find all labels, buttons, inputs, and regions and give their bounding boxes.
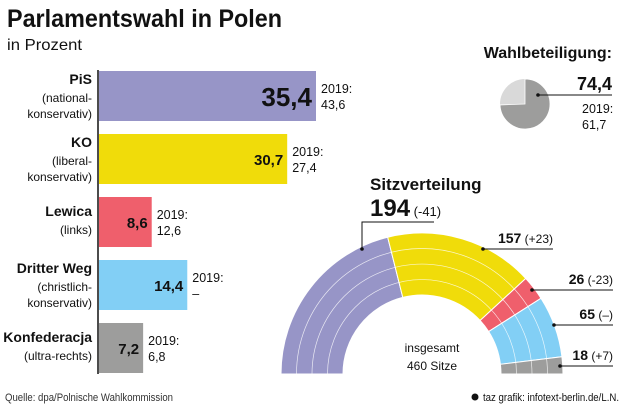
paw-icon xyxy=(471,393,479,401)
previous-value: 12,6 xyxy=(157,224,181,238)
category-description: (national- xyxy=(42,91,92,105)
seat-leader-dot xyxy=(558,364,562,368)
previous-label: 2019: xyxy=(321,82,352,96)
turnout-value: 74,4 xyxy=(577,74,612,94)
seat-value-label: 194 (-41) xyxy=(370,195,441,222)
previous-value: 43,6 xyxy=(321,98,345,112)
chart-subtitle: in Prozent xyxy=(7,37,83,54)
seat-count: 18 xyxy=(572,347,588,363)
previous-value: 6,8 xyxy=(148,350,165,364)
turnout-pie-slice xyxy=(499,78,551,130)
bar-value-label: 35,4 xyxy=(261,82,312,112)
seat-segment-0 xyxy=(280,236,404,375)
turnout-previous-label: 2019: xyxy=(582,102,613,116)
seat-change: (-41) xyxy=(410,204,441,219)
seat-change: (–) xyxy=(595,308,613,322)
source-note: Quelle: dpa/Polnische Wahlkommission xyxy=(5,392,173,404)
seat-value-label: 65 (–) xyxy=(579,306,613,322)
category-description: konservativ) xyxy=(27,107,92,121)
category-label: PiS xyxy=(69,71,92,87)
seat-count: 194 xyxy=(370,195,411,222)
bar-value-label: 30,7 xyxy=(254,152,283,169)
seats-total-value: 460 Sitze xyxy=(407,359,457,373)
category-description: (links) xyxy=(60,223,92,237)
seats-total-label: insgesamt xyxy=(405,341,460,355)
previous-label: 2019: xyxy=(157,208,188,222)
previous-value: 27,4 xyxy=(292,161,316,175)
seat-change: (-23) xyxy=(584,273,613,287)
bar-value-label: 8,6 xyxy=(127,215,148,232)
category-description: (christlich- xyxy=(37,280,92,294)
seat-value-label: 157 (+23) xyxy=(498,230,553,246)
bar-4 xyxy=(99,323,144,373)
previous-label: 2019: xyxy=(292,145,323,159)
seat-value-label: 18 (+7) xyxy=(572,347,613,363)
seat-count: 26 xyxy=(569,271,585,287)
chart-title: Parlamentswahl in Polen xyxy=(7,5,282,33)
bar-0 xyxy=(99,71,317,121)
seat-value-label: 26 (-23) xyxy=(569,271,613,287)
seat-change: (+7) xyxy=(588,349,613,363)
seat-change: (+23) xyxy=(521,232,553,246)
category-label: Konfederacja xyxy=(3,329,92,345)
bar-value-label: 14,4 xyxy=(154,278,184,295)
category-label: Lewica xyxy=(45,203,92,219)
seat-leader-dot xyxy=(552,323,556,327)
bar-2 xyxy=(99,197,152,247)
category-label: KO xyxy=(71,134,92,150)
bar-value-label: 7,2 xyxy=(118,341,139,358)
previous-label: 2019: xyxy=(148,334,179,348)
previous-label: 2019: xyxy=(192,271,223,285)
seats-title: Sitzverteilung xyxy=(370,175,481,194)
credit-note: taz grafik: infotext-berlin.de/L.N. xyxy=(483,392,619,404)
seat-ring-line xyxy=(311,263,533,375)
seat-leader-line xyxy=(361,221,434,249)
turnout-previous-value: 61,7 xyxy=(582,118,606,132)
previous-value: – xyxy=(192,287,199,301)
seat-ring-line xyxy=(327,279,517,375)
turnout-title: Wahlbeteiligung: xyxy=(484,45,612,62)
bar-3 xyxy=(99,260,188,310)
seat-leader-dot xyxy=(481,247,485,251)
category-label: Dritter Weg xyxy=(17,260,92,276)
seat-count: 157 xyxy=(498,230,522,246)
category-description: konservativ) xyxy=(27,296,92,310)
bar-1 xyxy=(99,134,288,184)
seat-leader-dot xyxy=(530,288,534,292)
seat-count: 65 xyxy=(579,306,595,322)
seat-ring-line xyxy=(296,248,548,375)
category-description: konservativ) xyxy=(27,170,92,184)
seat-leader-dot xyxy=(360,247,364,251)
category-description: (ultra-rechts) xyxy=(24,349,92,363)
category-description: (liberal- xyxy=(52,154,92,168)
